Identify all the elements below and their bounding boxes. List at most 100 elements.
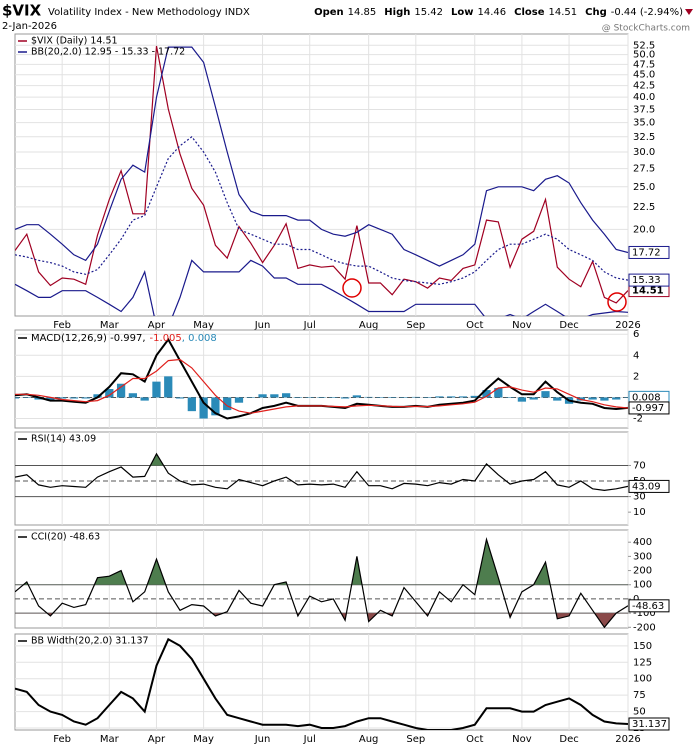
date: 2-Jan-2026 bbox=[2, 21, 57, 32]
panel bbox=[14, 33, 629, 317]
chart-title: Volatility Index - New Methodology INDX bbox=[48, 7, 250, 18]
credit: @ StockCharts.com bbox=[602, 24, 690, 34]
series-line bbox=[15, 537, 628, 628]
x-tick-label: Dec bbox=[559, 320, 578, 331]
histogram-bar bbox=[317, 397, 326, 398]
x-tick-label: Jul bbox=[303, 734, 316, 745]
y-tick-label: 6 bbox=[633, 329, 639, 340]
x-tick-label: May bbox=[193, 734, 214, 745]
histogram-bar bbox=[270, 394, 279, 398]
histogram-bar bbox=[482, 390, 491, 398]
quote-value: 14.85 bbox=[348, 7, 377, 18]
x-tick-label: Jun bbox=[254, 320, 271, 331]
histogram-bar bbox=[364, 396, 373, 398]
histogram-bar bbox=[34, 397, 43, 400]
y-tick-label: 125 bbox=[633, 657, 652, 668]
y-tick-label: 50.0 bbox=[633, 50, 655, 61]
x-tick-label: Aug bbox=[359, 320, 379, 331]
x-tick-label: Dec bbox=[559, 734, 578, 745]
x-tick-label: Feb bbox=[53, 320, 71, 331]
histogram-bar bbox=[529, 397, 538, 400]
quote: Open 14.85 High 15.42 Low 14.46 Close 14.51 Chg -… bbox=[314, 7, 683, 18]
y-tick-label: 30 bbox=[633, 492, 646, 503]
value-tag-label: 17.72 bbox=[632, 247, 661, 258]
value-tag-label: 43.09 bbox=[632, 481, 661, 492]
y-tick-label: -2 bbox=[633, 414, 643, 425]
series-line bbox=[15, 452, 628, 492]
histogram-bar bbox=[352, 395, 361, 398]
histogram-bar bbox=[470, 395, 479, 398]
quote-label: Low bbox=[451, 7, 473, 18]
value-tag-label: 31.137 bbox=[632, 719, 667, 730]
value-tag bbox=[628, 599, 670, 613]
down-arrow bbox=[685, 9, 693, 15]
y-tick-label: 400 bbox=[633, 537, 652, 548]
highlight-circle bbox=[607, 292, 627, 312]
histogram-bar bbox=[411, 396, 420, 398]
y-tick-label: 200 bbox=[633, 566, 652, 577]
value-tag bbox=[628, 479, 670, 493]
x-tick-label: Nov bbox=[512, 320, 532, 331]
histogram-bar bbox=[116, 383, 126, 398]
y-tick-label: -200 bbox=[633, 622, 656, 633]
histogram-bar bbox=[58, 397, 67, 399]
histogram-bar bbox=[81, 397, 90, 399]
histogram-bar bbox=[553, 397, 562, 401]
histogram-bar bbox=[329, 397, 338, 398]
legend-entry: , 0.008 bbox=[182, 333, 217, 344]
histogram-bar bbox=[258, 394, 267, 398]
series-line bbox=[15, 135, 628, 285]
quote-value: -0.44 (-2.94%) bbox=[611, 7, 683, 18]
legend-entry: $VIX (Daily) 14.51 bbox=[31, 36, 118, 47]
y-tick-label: 35.0 bbox=[633, 118, 655, 129]
histogram-bar bbox=[93, 394, 102, 398]
series-line bbox=[15, 259, 628, 316]
x-tick-label: Sep bbox=[406, 320, 425, 331]
y-tick-label: 50 bbox=[633, 707, 646, 718]
histogram-bar bbox=[152, 381, 161, 398]
histogram-bar bbox=[187, 397, 196, 412]
value-tag bbox=[628, 401, 670, 415]
series-line bbox=[15, 358, 628, 414]
plot bbox=[15, 537, 628, 628]
histogram-bar bbox=[623, 397, 628, 398]
legend-entry: RSI(14) 43.09 bbox=[31, 434, 96, 445]
panel bbox=[14, 633, 629, 731]
y-tick-label: -100 bbox=[633, 608, 656, 619]
histogram-bar bbox=[246, 397, 255, 398]
histogram-bar bbox=[175, 397, 185, 399]
value-tag-label: 14.51 bbox=[632, 286, 664, 297]
x-tick-label: Mar bbox=[100, 320, 120, 331]
x-tick-label: Oct bbox=[466, 734, 483, 745]
legend-entry: BB(20,2.0) 12.95 - 15.33 - 17.72 bbox=[31, 47, 185, 58]
histogram-bar bbox=[15, 397, 20, 399]
histogram-bar bbox=[69, 397, 79, 399]
histogram-bar bbox=[447, 396, 456, 398]
symbol: $VIX bbox=[2, 2, 42, 20]
histogram-bar bbox=[293, 397, 303, 398]
y-tick-label: 40.0 bbox=[633, 92, 655, 103]
histogram-bar bbox=[282, 393, 291, 398]
y-tick-label: 4 bbox=[633, 350, 639, 361]
x-tick-label: 2026 bbox=[615, 734, 640, 745]
y-tick-label: 100 bbox=[633, 674, 652, 685]
histogram-bar bbox=[128, 393, 138, 398]
series-line bbox=[15, 45, 628, 304]
quote-label: Chg bbox=[585, 7, 607, 18]
histogram-bar bbox=[305, 397, 314, 398]
quote-value: 14.46 bbox=[477, 7, 506, 18]
histogram-bar bbox=[388, 397, 397, 398]
series-line bbox=[15, 46, 628, 267]
histogram-bar bbox=[140, 397, 149, 401]
histogram-bar bbox=[22, 397, 31, 398]
histogram-bar bbox=[494, 387, 503, 398]
y-tick-label: 25.0 bbox=[633, 182, 655, 193]
y-tick-label: 75 bbox=[633, 690, 646, 701]
y-tick-label: 22.5 bbox=[633, 202, 655, 213]
y-tick-label: 27.5 bbox=[633, 164, 655, 175]
legend: MACD(12,26,9) -0.997, -1.005, 0.008 bbox=[31, 333, 217, 344]
y-tick-label: 150 bbox=[633, 641, 652, 652]
histogram-bar bbox=[164, 376, 173, 398]
value-tag-label: 15.33 bbox=[632, 275, 661, 286]
